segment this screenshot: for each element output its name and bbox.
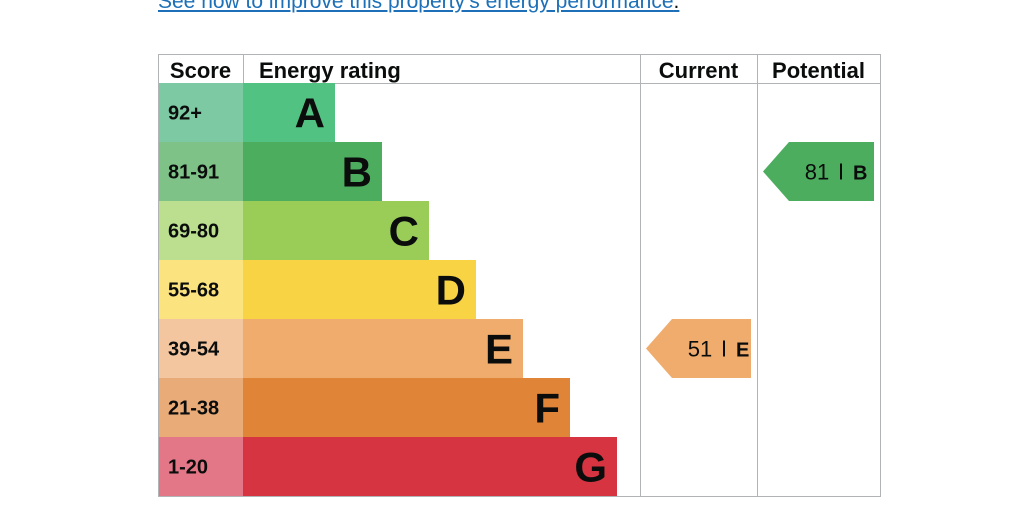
- rating-bar-d: [243, 260, 476, 319]
- score-label-b: 81-91: [168, 162, 219, 184]
- rating-letter-a: A: [295, 90, 325, 137]
- rating-letter-g: G: [574, 444, 607, 491]
- rating-bar-e: [243, 319, 523, 378]
- potential-rating-score-value: 81: [805, 160, 829, 185]
- potential-header: Potential: [772, 58, 865, 83]
- score-cell-d: [159, 260, 243, 319]
- rating-bar-c: [243, 201, 429, 260]
- chart-frame: [158, 54, 881, 497]
- rating-bar-f: [243, 378, 570, 437]
- rating-markers: 51 E 81 B: [646, 142, 874, 378]
- score-label-d: 55-68: [168, 280, 219, 302]
- score-cell-e: [159, 319, 243, 378]
- score-cell-b: [159, 142, 243, 201]
- score-cell-a: [159, 83, 243, 142]
- improve-energy-performance-link[interactable]: See how to improve this property’s energ…: [158, 0, 679, 14]
- rating-bar-g: [243, 437, 617, 496]
- current-rating-letter: E: [736, 340, 749, 362]
- rating-bar-a: [243, 83, 335, 142]
- score-label-f: 21-38: [168, 398, 219, 420]
- link-suffix: .: [673, 0, 680, 13]
- table-border: [158, 54, 881, 497]
- rating-letter-c: C: [389, 208, 419, 255]
- improve-link-text[interactable]: See how to improve this property’s energ…: [158, 0, 674, 13]
- rating-letter-b: B: [342, 149, 372, 196]
- score-cell-g: [159, 437, 243, 496]
- chart-headers: Score Energy rating Current Potential: [170, 58, 865, 83]
- score-header: Score: [170, 58, 231, 83]
- current-rating-score-value: 51: [688, 337, 712, 362]
- score-label-c: 69-80: [168, 221, 219, 243]
- rating-letter-d: D: [436, 267, 466, 314]
- rating-bar-b: [243, 142, 382, 201]
- score-label-a: 92+: [168, 103, 202, 125]
- current-rating-arrow: [646, 319, 751, 378]
- energy-rating-header: Energy rating: [259, 58, 401, 83]
- score-cell-f: [159, 378, 243, 437]
- rating-bands: 92+ A 81-91 B 69-80 C 55-68 D 39-54 E 21-38 F 1-20 G: [159, 83, 617, 496]
- potential-rating-arrow: [763, 142, 874, 201]
- score-label-g: 1-20: [168, 457, 208, 479]
- score-cell-c: [159, 201, 243, 260]
- potential-rating-letter: B: [853, 163, 867, 185]
- score-label-e: 39-54: [168, 339, 220, 361]
- rating-letter-f: F: [534, 385, 560, 432]
- rating-letter-e: E: [485, 326, 513, 373]
- current-header: Current: [659, 58, 739, 83]
